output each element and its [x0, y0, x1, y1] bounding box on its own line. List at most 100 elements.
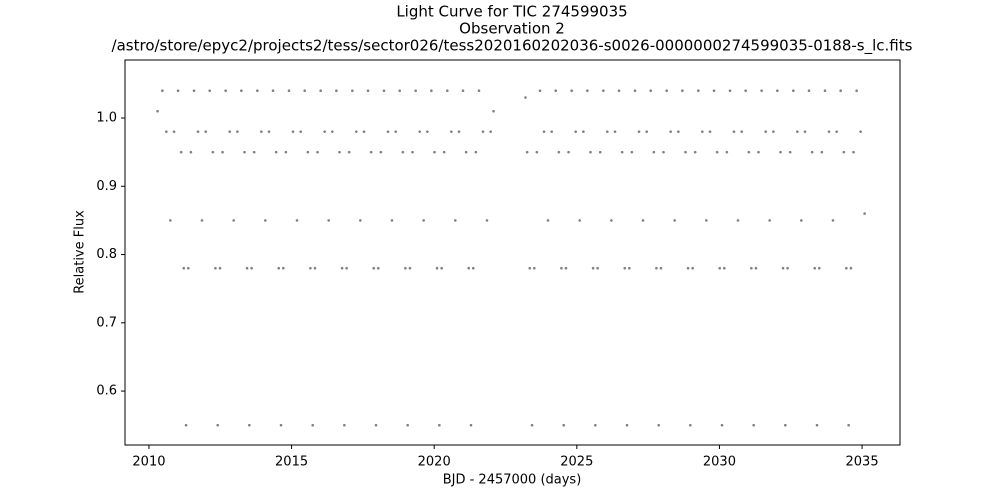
data-point [768, 219, 771, 222]
data-point [845, 266, 848, 270]
data-point [673, 219, 676, 222]
data-point [662, 150, 665, 154]
data-point [481, 130, 485, 133]
data-point [578, 219, 581, 222]
data-point [355, 130, 358, 133]
data-point [684, 150, 687, 154]
data-point [457, 130, 461, 133]
data-point [401, 150, 405, 154]
data-point [335, 89, 338, 93]
data-point [715, 150, 719, 154]
data-point [625, 423, 629, 427]
data-point [815, 423, 819, 427]
data-point [760, 89, 763, 93]
data-point [689, 423, 692, 427]
data-point [192, 89, 196, 93]
x-tick-label: 2015 [275, 455, 308, 470]
data-point [628, 266, 631, 270]
data-point [331, 130, 334, 133]
data-point [200, 219, 204, 222]
x-tick-label: 2025 [560, 455, 593, 470]
chart-filename: /astro/store/epyc2/projects2/tess/sector… [112, 37, 913, 56]
data-point [779, 150, 782, 154]
data-point [287, 89, 291, 93]
y-axis-label: Relative Flux [73, 210, 88, 294]
data-point [637, 130, 641, 133]
data-point [274, 150, 278, 154]
chart-title: Light Curve for TIC 274599035 [396, 3, 627, 21]
data-point [277, 266, 281, 270]
data-point [369, 150, 373, 154]
data-point [250, 266, 253, 270]
data-point [214, 266, 217, 270]
data-point [542, 130, 546, 133]
data-point [303, 89, 307, 93]
data-point [398, 89, 401, 93]
data-point [525, 150, 529, 154]
data-point [557, 150, 561, 154]
data-point [831, 219, 835, 222]
data-point [248, 423, 251, 427]
data-point [803, 130, 807, 133]
data-point [327, 219, 330, 222]
data-point [435, 266, 439, 270]
data-point [474, 150, 478, 154]
y-tick-label: 0.9 [96, 179, 117, 194]
data-point [469, 423, 473, 427]
data-point [408, 266, 412, 270]
data-point [740, 130, 743, 133]
data-point [528, 266, 532, 270]
data-point [279, 423, 283, 427]
data-point [323, 130, 326, 133]
data-point [343, 423, 346, 427]
data-point [340, 266, 344, 270]
data-point [736, 219, 740, 222]
data-point [652, 150, 656, 154]
data-point [372, 266, 376, 270]
data-point [617, 89, 621, 93]
data-point [772, 130, 775, 133]
data-point [606, 130, 609, 133]
data-point [489, 130, 492, 133]
data-point [218, 266, 222, 270]
data-point [659, 266, 663, 270]
data-point [156, 109, 159, 113]
data-point [260, 130, 263, 133]
x-tick-label: 2010 [132, 455, 165, 470]
data-point [810, 150, 814, 154]
data-point [406, 423, 409, 427]
data-point [594, 423, 597, 427]
data-point [161, 89, 164, 93]
data-point [426, 130, 429, 133]
data-point [728, 89, 732, 93]
data-point [386, 130, 390, 133]
data-point [347, 150, 351, 154]
data-point [221, 150, 224, 154]
data-point [849, 266, 853, 270]
data-point [390, 219, 394, 222]
data-point [720, 423, 724, 427]
data-point [284, 150, 288, 154]
data-point [438, 423, 441, 427]
data-point [708, 130, 712, 133]
data-point [754, 266, 758, 270]
data-point [645, 130, 649, 133]
data-point [764, 130, 767, 133]
data-point [376, 266, 380, 270]
data-point [788, 150, 792, 154]
data-point [620, 150, 624, 154]
data-point [316, 150, 319, 154]
data-point [208, 89, 212, 93]
data-point [252, 150, 256, 154]
data-point [701, 130, 704, 133]
data-point [211, 150, 215, 154]
data-point [264, 219, 267, 222]
data-point [564, 266, 568, 270]
data-point [546, 219, 550, 222]
data-point [467, 266, 471, 270]
chart-subtitle: Observation 2 [459, 20, 565, 38]
data-point [697, 89, 700, 93]
data-point [414, 89, 417, 93]
